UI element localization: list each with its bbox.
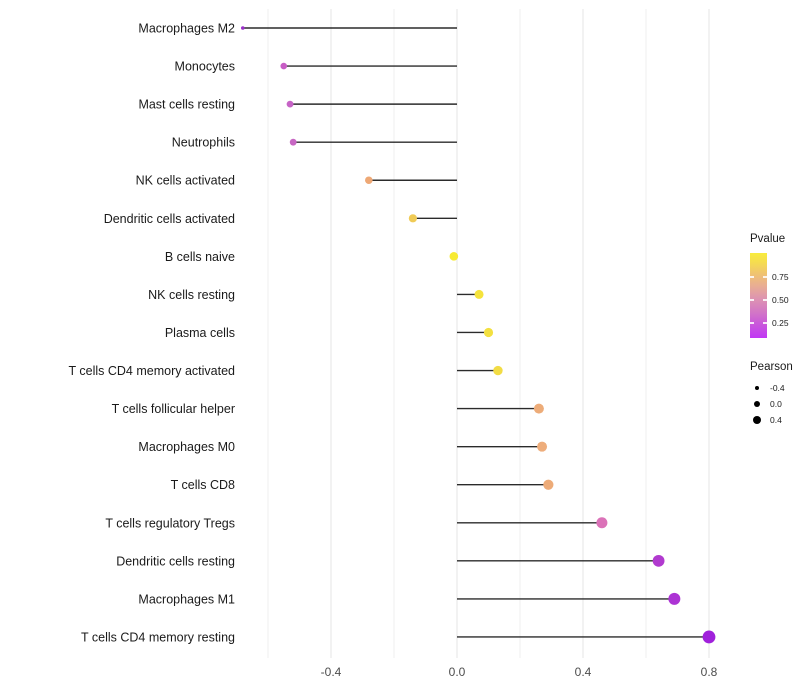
lollipop-dot (543, 479, 554, 490)
y-axis-label: Dendritic cells activated (104, 212, 235, 226)
y-axis-label: T cells CD8 (171, 478, 235, 492)
pearson-legend-label: -0.4 (770, 383, 785, 393)
pvalue-colorbar (750, 253, 767, 338)
lollipop-dot (449, 252, 459, 261)
pvalue-colorbar-tick-mark (763, 299, 767, 301)
y-axis-label: T cells CD4 memory activated (69, 364, 236, 378)
y-axis-label: Plasma cells (165, 326, 235, 340)
pvalue-colorbar-tick-mark (750, 299, 754, 301)
pearson-legend-dot (752, 415, 762, 425)
lollipop-dot (537, 441, 548, 452)
y-axis-label: T cells regulatory Tregs (105, 516, 235, 530)
pvalue-colorbar-tick-mark (750, 276, 754, 278)
pvalue-colorbar-tick-label: 0.75 (772, 272, 789, 282)
y-axis-label: T cells CD4 memory resting (81, 630, 235, 644)
lollipop-dot (668, 592, 681, 605)
y-axis-label: NK cells resting (148, 288, 235, 302)
lollipop-dot (289, 138, 297, 146)
pearson-legend-label: 0.0 (770, 399, 782, 409)
pearson-legend-label: 0.4 (770, 415, 782, 425)
pvalue-legend-title: Pvalue (750, 233, 786, 245)
lollipop-dot (365, 176, 373, 185)
lollipop-dot (493, 365, 503, 376)
pvalue-colorbar-tick-label: 0.25 (772, 318, 789, 328)
lollipop-dot (652, 554, 665, 567)
y-axis-label: Neutrophils (172, 136, 235, 150)
pearson-legend-dot (754, 385, 760, 391)
y-axis-label: Monocytes (175, 60, 235, 74)
lollipop-dot (533, 403, 544, 414)
lollipop-dot (286, 100, 294, 108)
y-axis-label: Dendritic cells resting (116, 554, 235, 568)
lollipop-dot (702, 630, 716, 644)
y-axis-label: Mast cells resting (138, 98, 235, 112)
lollipop-dot (483, 327, 494, 338)
y-axis-label: Macrophages M1 (138, 592, 235, 606)
lollipop-dot (596, 517, 608, 529)
x-axis-tick-label: 0.4 (575, 665, 592, 679)
lollipop-dot (241, 26, 245, 30)
pvalue-colorbar-tick-label: 0.50 (772, 295, 789, 305)
y-axis-label: Macrophages M0 (138, 440, 235, 454)
y-axis-label: T cells follicular helper (112, 402, 235, 416)
y-axis-label: Macrophages M2 (138, 22, 235, 36)
lollipop-dot (280, 62, 288, 70)
pearson-legend-title: Pearson (750, 361, 793, 373)
pearson-legend-dot (753, 400, 761, 408)
pvalue-colorbar-tick-mark (763, 276, 767, 278)
lollipop-dot (408, 214, 417, 223)
x-axis-tick-label: 0.0 (449, 665, 466, 679)
x-axis-tick-label: -0.4 (321, 665, 342, 679)
lollipop-dot (474, 289, 484, 299)
x-axis-tick-label: 0.8 (701, 665, 718, 679)
pvalue-colorbar-tick-mark (763, 322, 767, 324)
y-axis-label: NK cells activated (136, 174, 235, 188)
y-axis-label: B cells naive (165, 250, 235, 264)
pvalue-colorbar-tick-mark (750, 322, 754, 324)
